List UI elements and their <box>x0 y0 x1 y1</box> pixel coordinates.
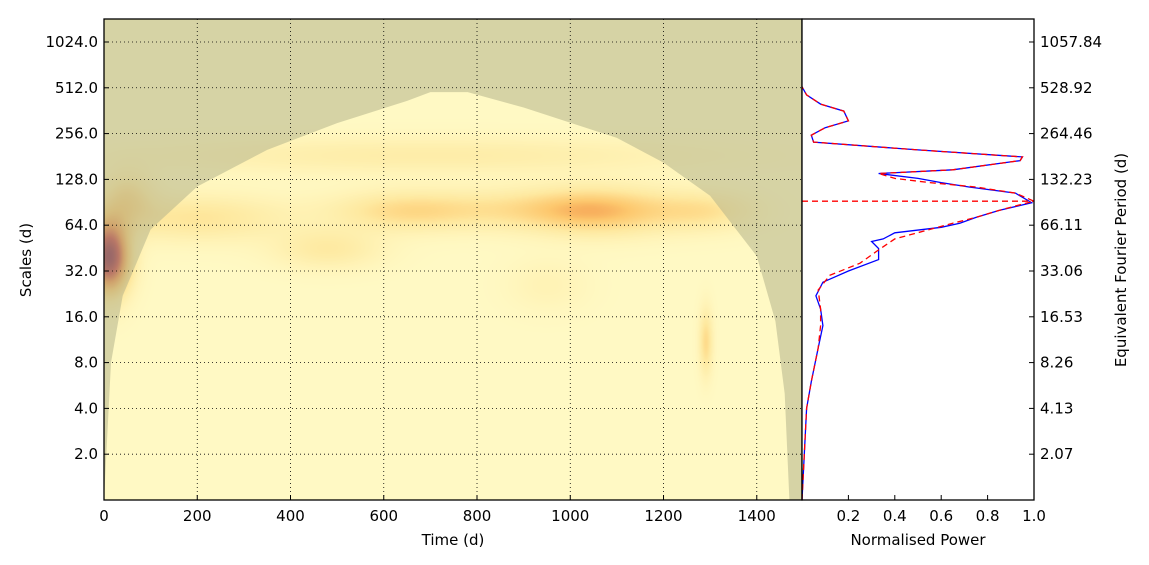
side-x-axis: 0.2 0.4 0.6 0.8 1.0 <box>836 495 1046 525</box>
main-y-tick-label: 64.0 <box>65 216 98 234</box>
main-x-axis: 0 200 400 600 800 1000 1200 1400 <box>99 495 776 525</box>
main-y-tick-label: 512.0 <box>55 79 98 97</box>
side-y-tick-label: 132.23 <box>1040 170 1093 188</box>
side-y-axis: 2.07 4.13 8.26 16.53 33.06 66.11 132.23 264.46 5… <box>1029 33 1102 463</box>
main-x-tick-label: 1200 <box>644 507 682 525</box>
power-spectrum-panel: 0.2 0.4 0.6 0.8 1.0 2.07 4.13 8.26 16.53 33.06 66… <box>801 18 1130 549</box>
side-x-tick-label: 1.0 <box>1022 507 1046 525</box>
main-y-tick-label: 4.0 <box>74 399 98 417</box>
side-y-tick-label: 528.92 <box>1040 79 1093 97</box>
side-x-tick-label: 0.4 <box>883 507 907 525</box>
side-y-tick-label: 4.13 <box>1040 399 1073 417</box>
main-x-tick-label: 200 <box>183 507 212 525</box>
side-y-tick-label: 264.46 <box>1040 125 1093 143</box>
side-y-tick-label: 2.07 <box>1040 445 1073 463</box>
main-x-tick-label: 600 <box>369 507 398 525</box>
main-y-tick-label: 256.0 <box>55 125 98 143</box>
side-x-tick-label: 0.6 <box>929 507 953 525</box>
side-y-tick-label: 66.11 <box>1040 216 1083 234</box>
main-y-tick-label: 16.0 <box>65 308 98 326</box>
side-x-label: Normalised Power <box>850 531 986 549</box>
side-axes-frame <box>801 18 1035 501</box>
main-grid <box>104 19 802 500</box>
main-x-tick-label: 1000 <box>551 507 589 525</box>
main-x-label: Time (d) <box>421 531 485 549</box>
main-y-tick-label: 32.0 <box>65 262 98 280</box>
side-y-tick-label: 16.53 <box>1040 308 1083 326</box>
power-spectrum-lines <box>802 86 1034 500</box>
side-x-tick-label: 0.2 <box>836 507 860 525</box>
main-y-tick-label: 128.0 <box>55 170 98 188</box>
side-background <box>802 19 1034 500</box>
side-y-tick-label: 8.26 <box>1040 354 1073 372</box>
main-y-tick-label: 2.0 <box>74 445 98 463</box>
side-y-tick-label: 1057.84 <box>1040 33 1102 51</box>
wavelet-panel: 0 200 400 600 800 1000 1200 1400 2.0 4.0 8.0 16.0 3… <box>17 18 803 549</box>
coi-shading <box>104 19 802 500</box>
side-y-label: Equivalent Fourier Period (d) <box>1112 153 1130 367</box>
main-x-tick-label: 400 <box>276 507 305 525</box>
main-y-label: Scales (d) <box>17 223 35 297</box>
main-y-tick-label: 8.0 <box>74 354 98 372</box>
main-x-tick-label: 1400 <box>738 507 776 525</box>
main-x-tick-label: 0 <box>99 507 109 525</box>
main-y-axis: 2.0 4.0 8.0 16.0 32.0 64.0 128.0 256.0 512.0 1024… <box>46 33 109 463</box>
main-x-tick-label: 800 <box>463 507 492 525</box>
side-y-tick-label: 33.06 <box>1040 262 1083 280</box>
main-y-tick-label: 1024.0 <box>46 33 99 51</box>
cone-of-influence <box>104 19 802 500</box>
side-x-tick-label: 0.8 <box>976 507 1000 525</box>
